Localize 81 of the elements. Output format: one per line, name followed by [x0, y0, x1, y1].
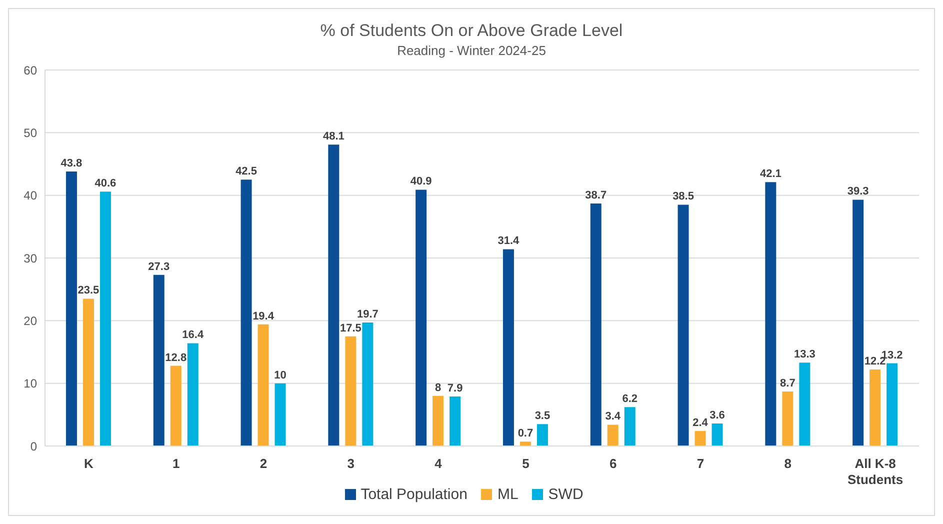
data-label: 23.5 — [78, 284, 100, 297]
y-tick-label: 40 — [24, 188, 38, 203]
legend-label: Total Population — [360, 486, 468, 503]
legend-label: ML — [496, 486, 518, 503]
bar — [694, 430, 706, 446]
chart-title: % of Students On or Above Grade Level — [319, 21, 624, 41]
bar — [678, 204, 689, 446]
bar — [799, 362, 810, 446]
bar — [345, 336, 356, 446]
data-label: 0.7 — [518, 428, 534, 440]
y-tick-label: 30 — [24, 251, 38, 266]
x-tick-label: K — [84, 456, 94, 471]
bar — [416, 190, 427, 446]
data-label: 40.9 — [410, 176, 432, 188]
chart-subtitle: Reading - Winter 2024-25 — [396, 43, 547, 58]
y-tick-label: 50 — [24, 126, 38, 140]
bar — [328, 144, 340, 446]
data-label: 2.4 — [692, 416, 709, 429]
y-tick-label: 60 — [24, 63, 38, 78]
data-label: 13.3 — [794, 348, 816, 361]
bar — [274, 383, 286, 446]
bar — [870, 370, 881, 446]
data-label: 8.7 — [780, 377, 796, 390]
bar — [852, 200, 864, 446]
legend-label: SWD — [547, 486, 584, 503]
data-label: 19.7 — [356, 308, 378, 321]
bar — [187, 343, 198, 446]
data-label: 7.9 — [447, 382, 463, 394]
x-tick-label: All K-8 Students — [847, 456, 904, 487]
data-label: 48.1 — [322, 130, 344, 143]
data-label: 12.2 — [864, 356, 886, 368]
data-label: 10 — [274, 369, 286, 382]
data-label: 39.3 — [847, 186, 869, 198]
data-label: 12.8 — [165, 352, 187, 364]
x-tick-label: 3 — [347, 456, 355, 471]
bar — [153, 274, 164, 446]
bar — [66, 172, 77, 446]
y-tick-label: 0 — [30, 439, 38, 454]
bar — [450, 396, 461, 446]
data-label: 3.4 — [605, 410, 622, 423]
y-tick-label: 20 — [24, 314, 38, 328]
data-label: 17.5 — [340, 322, 362, 334]
data-label: 38.7 — [585, 189, 607, 202]
bar — [886, 363, 898, 446]
data-label: 6.2 — [622, 393, 638, 406]
x-tick-label: 5 — [522, 456, 530, 471]
bar — [258, 324, 269, 446]
y-tick-label: 10 — [24, 376, 38, 391]
data-label: 42.1 — [760, 168, 782, 180]
data-label: 31.4 — [498, 235, 520, 248]
bar — [624, 407, 636, 446]
x-tick-label: 4 — [434, 456, 443, 471]
data-label: 16.4 — [182, 329, 204, 342]
x-tick-label: 2 — [260, 456, 268, 471]
data-label: 8 — [435, 382, 442, 394]
bar — [536, 424, 548, 446]
data-label: 27.3 — [148, 260, 170, 273]
data-label: 43.8 — [60, 158, 82, 170]
bar — [520, 442, 531, 446]
bar — [502, 249, 514, 446]
x-tick-label: 6 — [609, 456, 617, 471]
x-tick-label: 7 — [696, 456, 704, 471]
x-tick-label: 1 — [172, 456, 180, 471]
bar — [362, 322, 374, 446]
bar — [82, 298, 94, 446]
bar — [432, 396, 444, 446]
data-label: 3.5 — [534, 410, 550, 422]
bar — [240, 180, 252, 446]
data-label: 3.6 — [710, 409, 725, 422]
bar — [765, 182, 776, 446]
bar — [607, 424, 618, 446]
bar — [782, 391, 794, 446]
data-label: 40.6 — [94, 178, 116, 190]
bar — [100, 192, 111, 446]
data-label: 42.5 — [236, 166, 257, 178]
data-label: 19.4 — [252, 310, 275, 322]
x-tick-label: 8 — [784, 456, 792, 471]
bar — [590, 203, 602, 446]
data-label: 38.5 — [672, 190, 694, 203]
bar — [170, 366, 182, 446]
bar — [712, 423, 723, 446]
